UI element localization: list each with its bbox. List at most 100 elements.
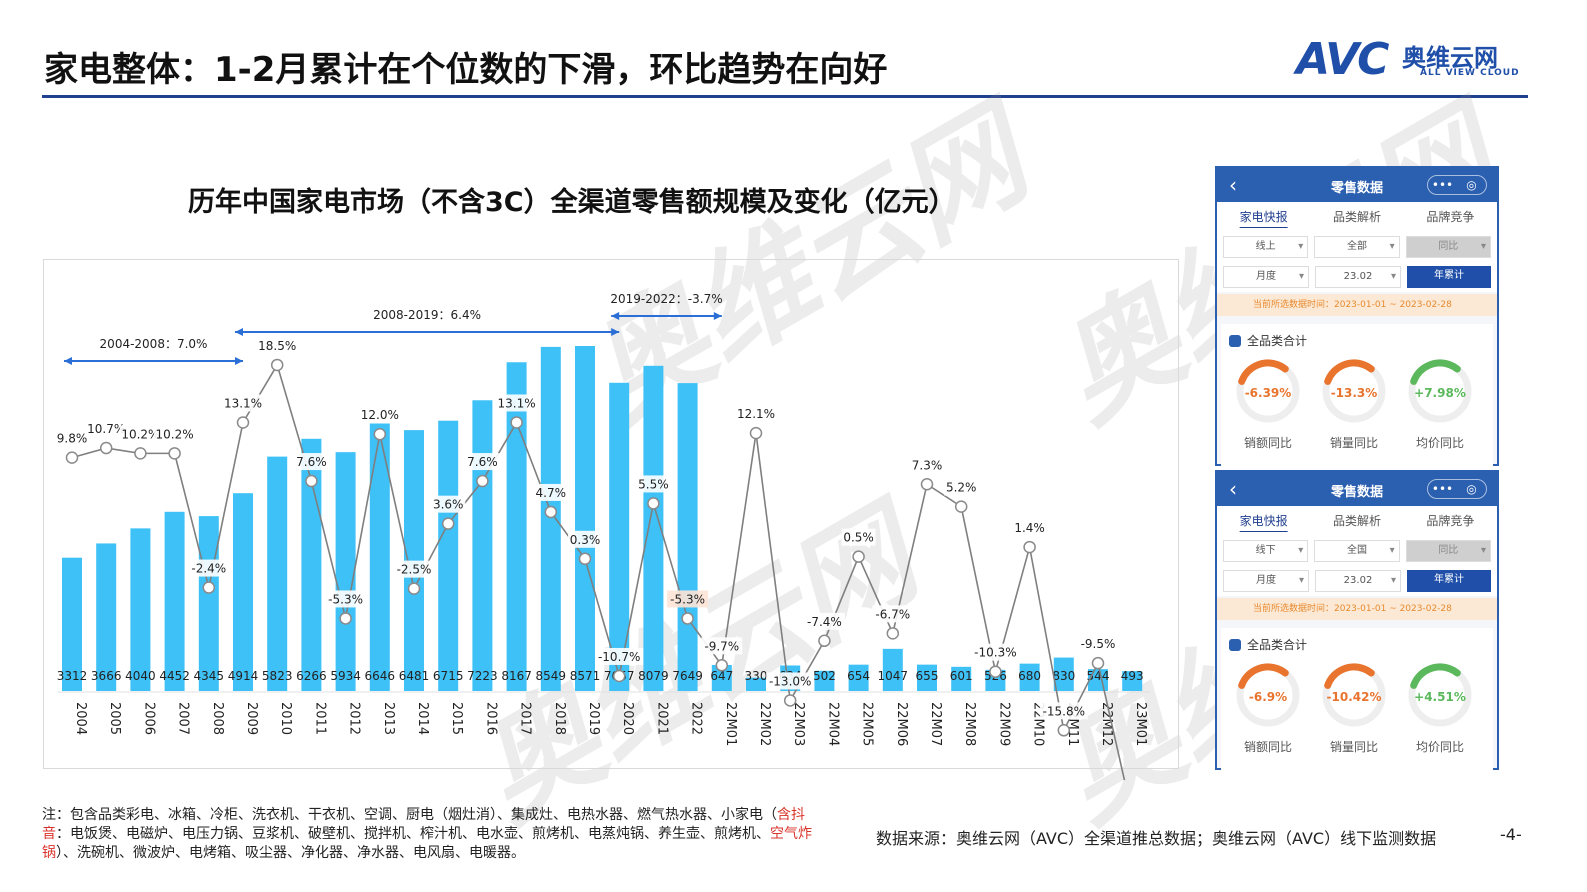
growth-label-bg [636, 475, 671, 493]
bar [643, 365, 664, 691]
compare-select[interactable]: 同比 [1405, 236, 1491, 258]
logo-english-name: ALL VIEW CLOUD [1420, 68, 1520, 78]
x-tick-label: 22M07 [928, 702, 943, 746]
growth-point [544, 505, 558, 519]
x-tick-label: 2014 [415, 702, 430, 735]
region-select[interactable]: 全部 [1314, 236, 1400, 258]
grid-icon [1229, 639, 1241, 651]
app-menu-capsule[interactable]: ••• ◎ [1427, 175, 1487, 195]
period-type-select[interactable]: 月度 [1223, 570, 1309, 592]
growth-label-bg [359, 406, 401, 424]
bar-value-label: 8571 [570, 669, 601, 683]
growth-label-bg [1077, 635, 1119, 653]
period-label: 2019-2022：-3.7% [610, 292, 722, 306]
gauge-volume-yoy: -10.42% 销量同比 [1317, 662, 1391, 755]
growth-label-bg [595, 647, 644, 665]
app-header-title: 零售数据 [1330, 181, 1383, 196]
x-tick-label: 2018 [552, 702, 567, 735]
x-tick-label: 2013 [381, 702, 396, 735]
app-menu-capsule[interactable]: ••• ◎ [1427, 479, 1487, 499]
date-range: 当前所选数据时间：2023-01-01 ~ 2023-02-28 [1217, 294, 1497, 316]
gauge-value: -10.42% [1326, 690, 1382, 704]
x-tick-label: 2016 [483, 702, 498, 735]
growth-label: 12.0% [361, 408, 399, 422]
growth-label: -10.3% [974, 646, 1016, 660]
bar [609, 382, 630, 691]
target-icon[interactable]: ◎ [1466, 482, 1477, 496]
bar-value-label: 7649 [672, 669, 703, 683]
bar [882, 648, 903, 691]
app-header: ‹ 零售数据 ••• ◎ [1217, 168, 1497, 202]
growth-label: -2.4% [191, 562, 226, 576]
growth-label: 7.6% [467, 455, 498, 469]
growth-label: -5.3% [328, 592, 363, 606]
bar [814, 670, 835, 691]
growth-label-bg [431, 495, 466, 513]
growth-label: 7.6% [296, 455, 327, 469]
channel-select[interactable]: 线上 [1223, 236, 1309, 258]
growth-label: 1.4% [1014, 521, 1045, 535]
growth-point [373, 427, 387, 441]
ytd-button[interactable]: 年累计 [1407, 266, 1491, 288]
back-icon[interactable]: ‹ [1229, 173, 1237, 197]
period-type-select[interactable]: 月度 [1223, 266, 1309, 288]
gauge-value: -6.9% [1248, 690, 1288, 704]
x-tick-label: 23M01 [1133, 702, 1148, 746]
growth-point [647, 497, 660, 510]
bar [1053, 657, 1074, 691]
growth-label: 0.3% [570, 533, 601, 547]
tab-appliance-report[interactable]: 家电快报 [1239, 210, 1288, 224]
chart-frame [43, 259, 1179, 769]
footnote-text: 注：包含品类彩电、冰箱、冷柜、洗衣机、干衣机、空调、厨电（烟灶消）、集成灶、电热… [42, 807, 777, 823]
growth-label: 10.2% [156, 427, 194, 441]
gauge-label: 销量同比 [1329, 740, 1378, 754]
growth-label: -13.0% [769, 674, 811, 688]
ytd-button[interactable]: 年累计 [1407, 570, 1491, 592]
growth-label: -6.7% [875, 607, 910, 621]
page-title: 家电整体：1-2月累计在个位数的下滑，环比趋势在向好 [44, 50, 888, 90]
x-tick-label: 22M01 [723, 702, 738, 746]
more-icon[interactable]: ••• [1431, 178, 1454, 192]
bar [164, 511, 185, 691]
more-icon[interactable]: ••• [1431, 482, 1454, 496]
x-tick-label: 2006 [141, 702, 156, 735]
x-tick-label: 22M06 [894, 702, 909, 746]
growth-label: 12.1% [737, 407, 775, 421]
bar [404, 430, 424, 691]
growth-label-bg [222, 394, 264, 412]
bar-value-label: 830 [1052, 669, 1075, 683]
growth-label-bg [841, 528, 876, 546]
growth-point [852, 550, 865, 563]
growth-label: -15.8% [1043, 704, 1085, 718]
date-range: 当前所选数据时间：2023-01-01 ~ 2023-02-28 [1217, 598, 1497, 620]
tab-category-analysis[interactable]: 品类解析 [1332, 210, 1381, 224]
gauge-arc [1408, 663, 1472, 727]
tab-appliance-report[interactable]: 家电快报 [1239, 514, 1288, 528]
x-tick-label: 22M02 [757, 702, 772, 746]
gauge-price-yoy: +7.98% 均价同比 [1403, 358, 1477, 451]
growth-point [749, 426, 763, 440]
gauge-arc [1322, 663, 1386, 727]
target-icon[interactable]: ◎ [1466, 178, 1477, 192]
tab-brand-competition[interactable]: 品牌竞争 [1426, 210, 1475, 224]
x-tick-label: 2009 [244, 702, 259, 735]
bar-value-label: 647 [710, 669, 733, 683]
tab-brand-competition[interactable]: 品牌竞争 [1426, 514, 1475, 528]
period-arrow [235, 328, 620, 336]
back-icon[interactable]: ‹ [1229, 477, 1237, 501]
growth-label-bg [1039, 702, 1088, 720]
growth-label: 5.5% [638, 477, 669, 491]
tab-category-analysis[interactable]: 品类解析 [1332, 514, 1381, 528]
region-select[interactable]: 全国 [1314, 540, 1400, 562]
bar [267, 456, 288, 691]
gauge-label: 销额同比 [1243, 436, 1292, 450]
bar [198, 516, 219, 691]
period-select[interactable]: 23.02 [1315, 266, 1401, 288]
bar-value-label: 5934 [330, 669, 361, 683]
channel-select[interactable]: 线下 [1223, 540, 1309, 562]
bar-value-label: 330 [745, 669, 768, 683]
period-select[interactable]: 23.02 [1315, 570, 1401, 592]
bar-value-label: 544 [1087, 669, 1110, 683]
compare-select[interactable]: 同比 [1405, 540, 1491, 562]
bar [1019, 663, 1040, 691]
